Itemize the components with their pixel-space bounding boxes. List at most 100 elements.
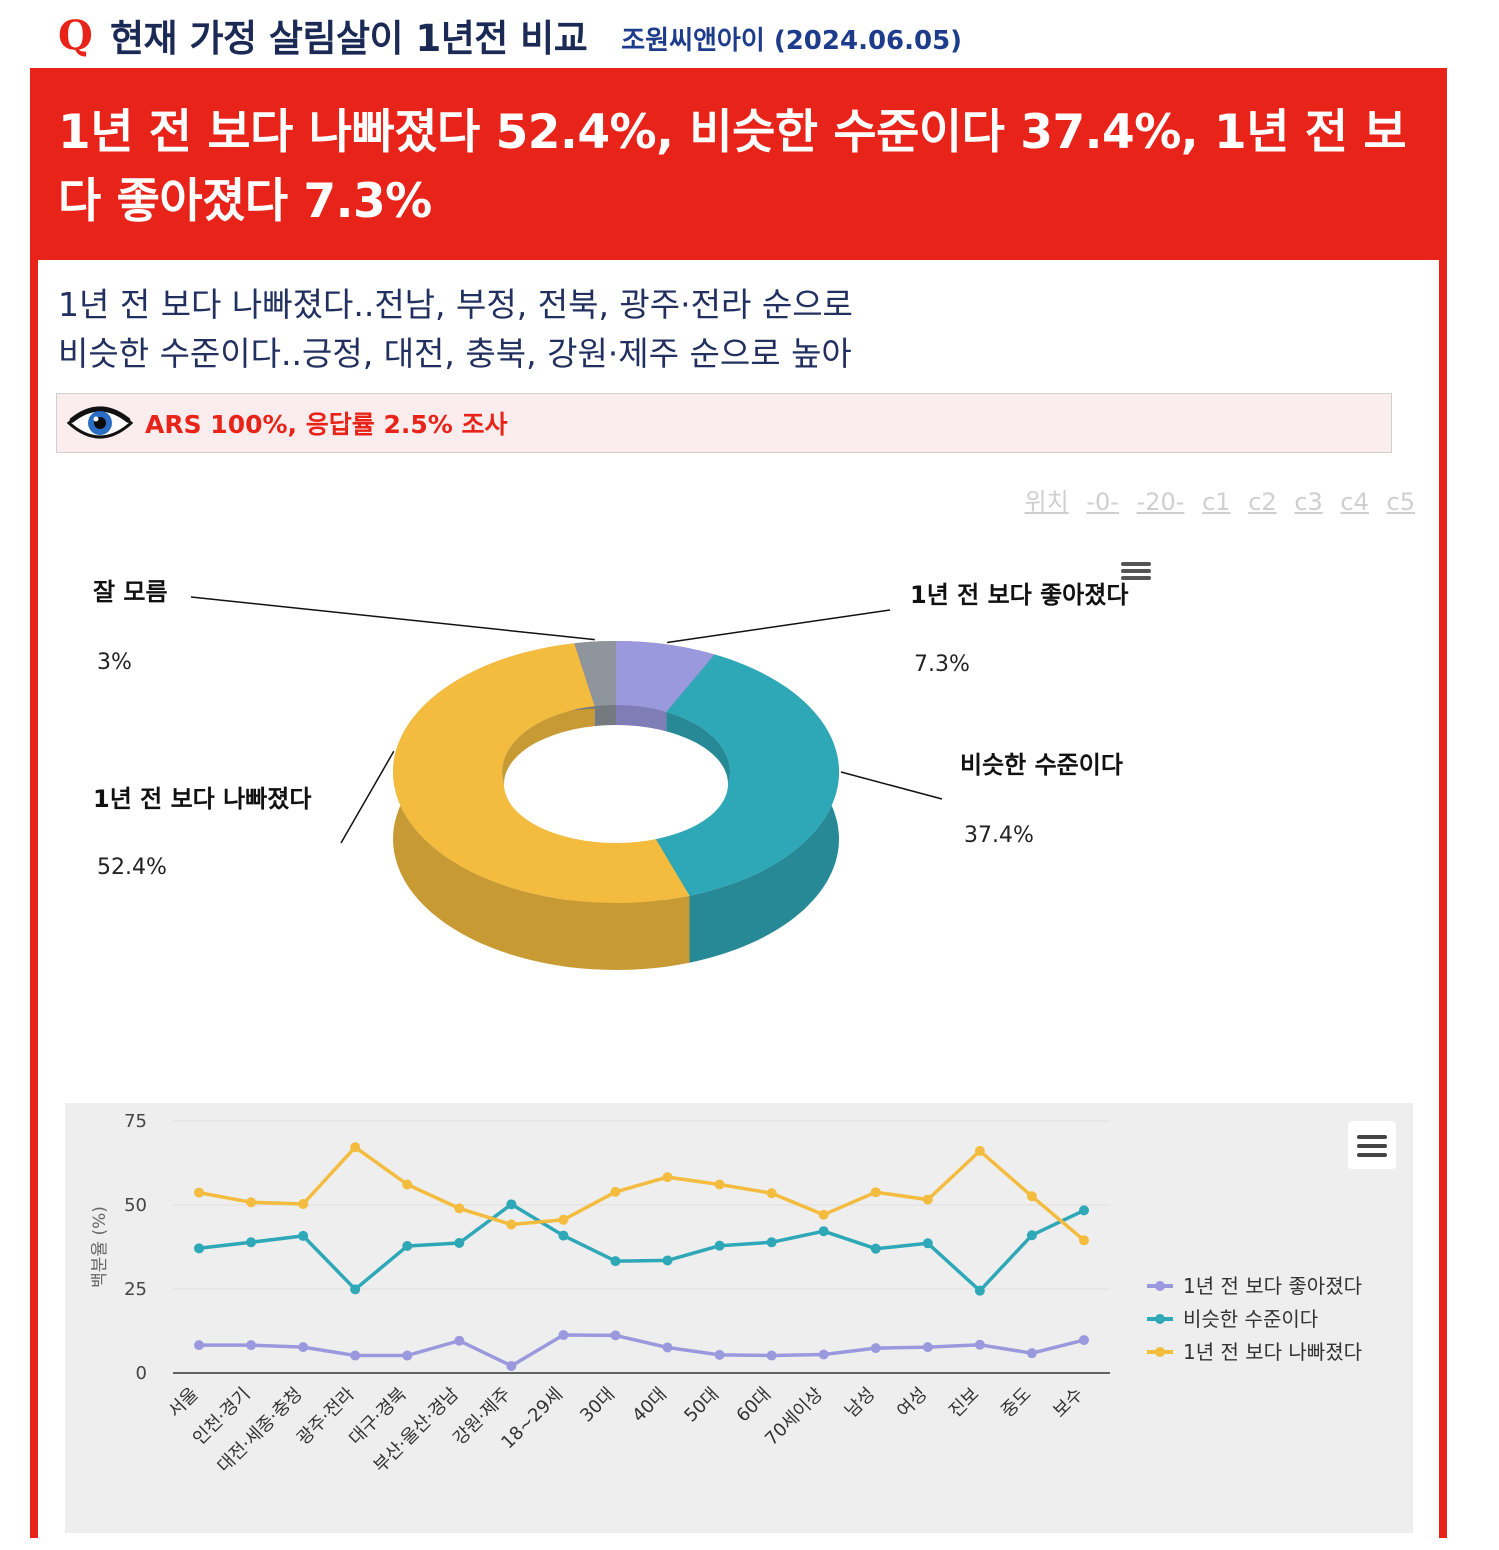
data-point[interactable] — [558, 1330, 569, 1341]
data-point[interactable] — [194, 1187, 205, 1198]
data-point[interactable] — [610, 1256, 621, 1267]
data-point[interactable] — [714, 1179, 725, 1190]
data-point[interactable] — [818, 1209, 829, 1220]
donut-value-label: 3% — [97, 650, 132, 675]
headline: 1년 전 보다 나빠졌다 52.4%, 비슷한 수준이다 37.4%, 1년 전… — [58, 105, 1407, 229]
donut-leader-line — [340, 750, 395, 844]
result-frame: 1년 전 보다 나빠졌다 52.4%, 비슷한 수준이다 37.4%, 1년 전… — [30, 68, 1447, 1550]
data-point[interactable] — [1026, 1230, 1037, 1241]
link-c2[interactable]: c2 — [1248, 488, 1277, 516]
donut-leader-line — [840, 771, 943, 800]
data-point[interactable] — [610, 1186, 621, 1197]
subtitle-line-1: 1년 전 보다 나빠졌다..전남, 부정, 전북, 광주·전라 순으로 — [58, 285, 853, 324]
data-point[interactable] — [506, 1219, 517, 1230]
legend-item[interactable]: 1년 전 보다 좋아졌다 — [1147, 1274, 1362, 1298]
donut-label: 1년 전 보다 좋아졌다 — [910, 581, 1128, 609]
data-point[interactable] — [558, 1214, 569, 1225]
data-point[interactable] — [870, 1243, 881, 1254]
donut-leader-line — [190, 596, 595, 641]
y-axis-label: 백분율 (%) — [90, 1206, 110, 1288]
data-point[interactable] — [714, 1349, 725, 1360]
data-point[interactable] — [766, 1237, 777, 1248]
legend-item[interactable]: 비슷한 수준이다 — [1147, 1307, 1318, 1331]
data-point[interactable] — [974, 1285, 985, 1296]
data-point[interactable] — [974, 1145, 985, 1156]
line-chart-background — [65, 1103, 1413, 1533]
link-c1[interactable]: c1 — [1202, 488, 1231, 516]
data-point[interactable] — [246, 1197, 257, 1208]
data-point[interactable] — [506, 1360, 517, 1371]
y-tick-label: 75 — [124, 1111, 147, 1132]
donut-slice[interactable] — [393, 643, 690, 903]
data-point[interactable] — [350, 1142, 361, 1153]
link-20[interactable]: -20- — [1136, 488, 1185, 516]
data-point[interactable] — [922, 1342, 933, 1353]
data-point[interactable] — [194, 1243, 205, 1254]
data-point[interactable] — [246, 1340, 257, 1351]
subtitle: 1년 전 보다 나빠졌다..전남, 부정, 전북, 광주·전라 순으로 비슷한 … — [58, 280, 853, 378]
data-point[interactable] — [506, 1199, 517, 1210]
data-point[interactable] — [662, 1172, 673, 1183]
link-0[interactable]: -0- — [1086, 488, 1119, 516]
data-point[interactable] — [1026, 1348, 1037, 1359]
data-point[interactable] — [350, 1284, 361, 1295]
data-point[interactable] — [402, 1350, 413, 1361]
data-point[interactable] — [1078, 1335, 1089, 1346]
data-point[interactable] — [766, 1350, 777, 1361]
data-point[interactable] — [818, 1226, 829, 1237]
data-point[interactable] — [558, 1230, 569, 1241]
data-point[interactable] — [350, 1350, 361, 1361]
legend-marker — [1155, 1281, 1165, 1291]
donut-hole — [504, 725, 728, 843]
link-c3[interactable]: c3 — [1294, 488, 1323, 516]
legend-marker — [1155, 1314, 1165, 1324]
link-position[interactable]: 위치 — [1024, 488, 1069, 516]
data-point[interactable] — [298, 1230, 309, 1241]
data-point[interactable] — [714, 1240, 725, 1251]
data-point[interactable] — [818, 1349, 829, 1360]
donut-slice[interactable] — [574, 641, 616, 707]
data-point[interactable] — [974, 1339, 985, 1350]
donut-value-label: 7.3% — [914, 652, 970, 677]
data-point[interactable] — [194, 1340, 205, 1351]
data-point[interactable] — [662, 1342, 673, 1353]
survey-source: 조원씨앤아이 (2024.06.05) — [621, 25, 963, 56]
donut-slice[interactable] — [653, 654, 839, 896]
donut-value-label: 52.4% — [97, 855, 167, 880]
data-point[interactable] — [402, 1179, 413, 1190]
data-point[interactable] — [766, 1188, 777, 1199]
donut-label: 1년 전 보다 나빠졌다 — [93, 785, 311, 813]
legend-item[interactable]: 1년 전 보다 나빠졌다 — [1147, 1340, 1362, 1364]
position-links: 위치 -0- -20- c1 c2 c3 c4 c5 — [1025, 482, 1415, 517]
data-point[interactable] — [298, 1198, 309, 1209]
data-point[interactable] — [1078, 1205, 1089, 1216]
data-point[interactable] — [1026, 1191, 1037, 1202]
question-header: Q 현재 가정 살림살이 1년전 비교 조원씨앤아이 (2024.06.05) — [58, 6, 962, 64]
data-point[interactable] — [662, 1255, 673, 1266]
donut-chart: 1년 전 보다 좋아졌다 7.3% 비슷한 수준이다 37.4% 1년 전 보다 나빠졌… — [93, 562, 1151, 970]
data-point[interactable] — [298, 1342, 309, 1353]
series-line — [198, 1145, 1086, 1242]
y-tick-label: 0 — [136, 1363, 147, 1384]
donut-leader-line — [666, 609, 891, 644]
data-point[interactable] — [454, 1203, 465, 1214]
data-point[interactable] — [454, 1335, 465, 1346]
donut-slices — [393, 641, 839, 970]
data-point[interactable] — [454, 1237, 465, 1248]
data-point[interactable] — [610, 1330, 621, 1341]
data-point[interactable] — [870, 1343, 881, 1354]
data-point[interactable] — [246, 1237, 257, 1248]
data-point[interactable] — [922, 1194, 933, 1205]
donut-label: 비슷한 수준이다 — [960, 751, 1123, 779]
hamburger-icon[interactable] — [1348, 1121, 1396, 1169]
data-point[interactable] — [922, 1238, 933, 1249]
link-c4[interactable]: c4 — [1340, 488, 1369, 516]
donut-slice[interactable] — [616, 641, 715, 712]
data-point[interactable] — [870, 1187, 881, 1198]
data-point[interactable] — [1078, 1235, 1089, 1246]
link-c5[interactable]: c5 — [1386, 488, 1415, 516]
data-point[interactable] — [402, 1240, 413, 1251]
donut-label: 잘 모름 — [93, 578, 168, 606]
hamburger-icon[interactable] — [1121, 562, 1151, 580]
